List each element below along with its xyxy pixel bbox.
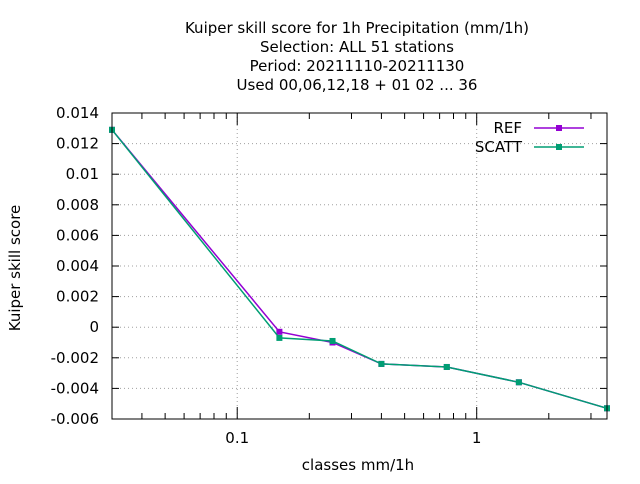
title-line-3: Period: 20211110-20211130: [250, 57, 465, 75]
y-tick-label: 0.004: [56, 257, 99, 275]
x-tick-label: 0.1: [225, 429, 249, 447]
data-point-scatt: [515, 379, 522, 386]
series-line-ref: [111, 129, 608, 410]
series-line-scatt: [111, 129, 608, 410]
legend-label: SCATT: [475, 138, 523, 156]
y-tick-label: 0.01: [66, 165, 99, 183]
data-point-scatt: [443, 363, 450, 370]
x-axis-label: classes mm/1h: [302, 456, 414, 474]
title-line-2: Selection: ALL 51 stations: [260, 38, 454, 56]
title-line-4: Used 00,06,12,18 + 01 02 ... 36: [237, 76, 478, 94]
title-line-1: Kuiper skill score for 1h Precipitation …: [185, 19, 529, 37]
y-tick-label: -0.002: [51, 349, 99, 367]
data-point-ref: [276, 328, 283, 335]
y-tick-label: 0.014: [56, 104, 99, 122]
legend-swatch-marker: [556, 125, 562, 131]
data-point-scatt: [329, 337, 336, 344]
y-tick-label: 0.012: [56, 135, 99, 153]
y-tick-label: 0: [89, 318, 99, 336]
y-tick-label: -0.004: [51, 379, 99, 397]
legend-label: REF: [493, 119, 522, 137]
y-tick-label: -0.006: [51, 410, 99, 428]
data-point-scatt: [378, 360, 385, 367]
data-point-scatt: [276, 334, 283, 341]
y-tick-label: 0.008: [56, 196, 99, 214]
y-axis-label: Kuiper skill score: [6, 205, 24, 332]
series-layer: [109, 126, 610, 412]
tick-labels: 0.014 0.012 0.01 0.008 0.006 0.004 0.002 0 -0.00…: [51, 104, 482, 447]
chart-title: Kuiper skill score for 1h Precipitation …: [185, 19, 529, 94]
y-tick-label: 0.002: [56, 288, 99, 306]
y-tick-label: 0.006: [56, 226, 99, 244]
plot-frame: [111, 112, 608, 420]
grid: [112, 113, 607, 419]
legend-swatch-marker: [556, 144, 562, 150]
x-tick-label: 1: [472, 429, 482, 447]
